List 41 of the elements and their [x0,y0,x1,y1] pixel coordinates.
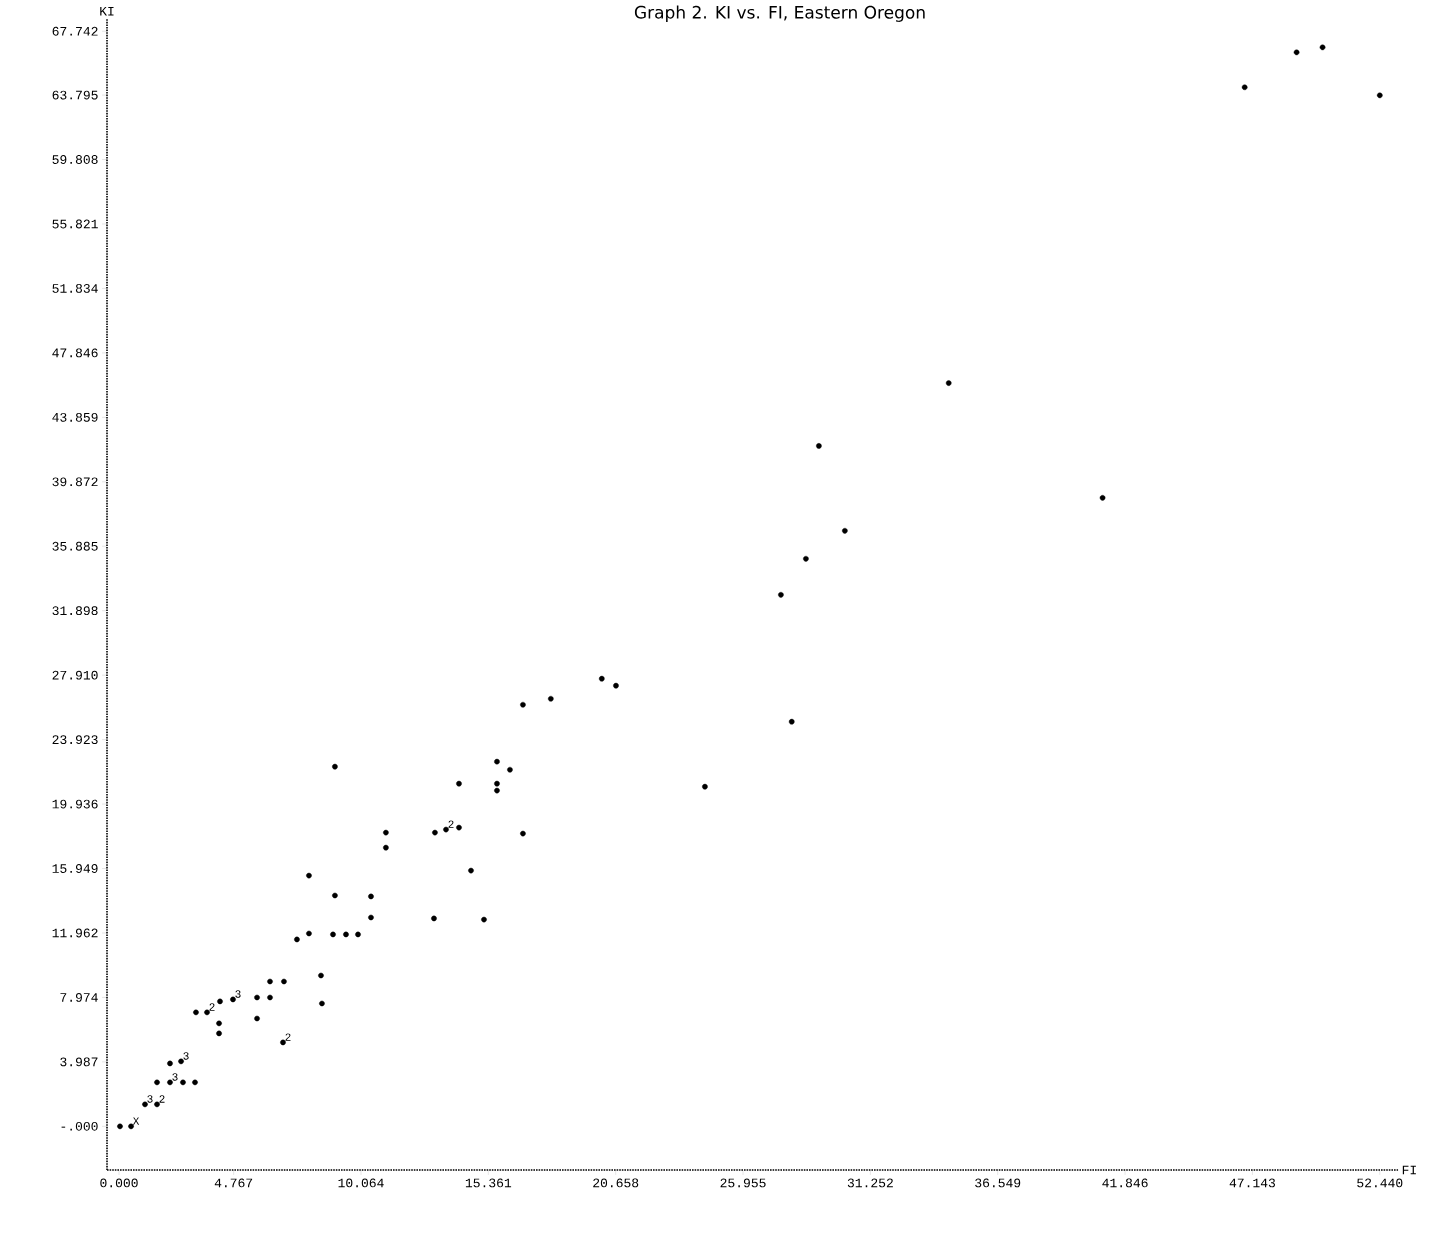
y-tick-label: 23.923 [52,735,98,745]
y-tick-label: 3.987 [60,1057,98,1067]
x-tick-label: 36.549 [975,1178,1021,1188]
y-tick-label: 47.846 [52,348,98,358]
chart-title: Graph 2. KI vs. FI, Eastern Oregon [634,5,925,22]
x-tick-label: 47.143 [1229,1178,1276,1188]
y-tick-label: 39.872 [52,477,98,487]
annotation: 2 [159,1095,165,1103]
y-tick-label: 51.834 [52,284,98,293]
x-tick-label: 10.064 [338,1178,384,1188]
annotation: X [132,1117,140,1125]
annotation: 3 [183,1052,189,1060]
y-tick-label: 15.949 [52,864,98,873]
x-tick-label: 20.658 [593,1178,639,1188]
x-tick-label: 15.361 [465,1178,512,1188]
y-tick-label: -.000 [61,1121,98,1131]
y-tick-label: 55.821 [52,219,98,229]
x-tick-label: 0.000 [100,1178,138,1188]
y-tick-label: 67.742 [52,26,98,36]
x-tick-label: 4.767 [214,1178,253,1188]
y-tick-label: 43.859 [52,412,98,422]
annotation: 2 [448,820,454,828]
annotation: 3 [172,1073,178,1081]
x-tick-label: 31.252 [847,1178,893,1188]
y-tick-label: 11.962 [52,928,98,938]
y-tick-label: 31.898 [52,606,98,616]
y-tick-label: 7.974 [60,993,98,1002]
annotation: 2 [285,1033,291,1041]
y-tick-label: 59.808 [52,155,98,164]
x-axis-title: FI [1402,1165,1416,1175]
y-tick-label: 19.936 [52,799,98,809]
x-tick-label: 41.846 [1102,1178,1148,1188]
annotation: 3 [235,990,241,998]
y-tick-label: 63.795 [52,90,98,100]
x-tick-label: 52.440 [1357,1178,1403,1188]
annotation: 2 [209,1003,215,1011]
x-tick-label: 25.955 [720,1178,766,1188]
y-tick-label: 27.910 [52,670,98,680]
annotation: 3 [147,1095,153,1103]
y-axis-title: KI [100,6,114,16]
y-tick-label: 35.885 [52,541,98,551]
